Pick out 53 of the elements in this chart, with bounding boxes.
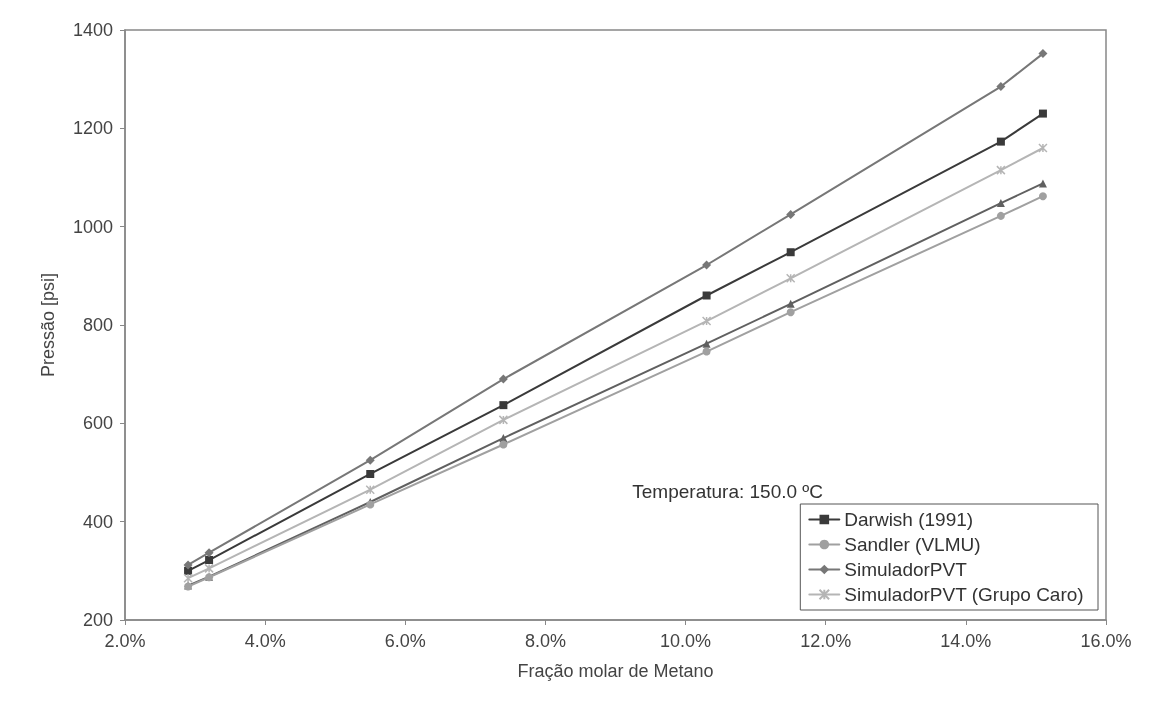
legend-label: SimuladorPVT (844, 559, 968, 580)
point (365, 455, 375, 465)
point (498, 415, 509, 425)
point (702, 339, 711, 348)
point (701, 316, 712, 326)
point (204, 563, 214, 574)
point (996, 137, 1005, 146)
point (205, 556, 214, 565)
point (996, 211, 1005, 220)
point (702, 347, 711, 356)
legend-label: SimuladorPVT (Grupo Caro) (844, 584, 1084, 605)
point (1038, 49, 1048, 59)
y-tick-label: 600 (82, 413, 113, 434)
point (996, 82, 1006, 92)
point (785, 273, 796, 284)
point (183, 573, 193, 583)
x-tick-label: 10.0% (660, 631, 712, 651)
point (365, 484, 375, 495)
point (786, 248, 795, 257)
point (1038, 143, 1048, 153)
point (996, 199, 1005, 208)
y-tick-label: 800 (82, 315, 113, 335)
y-axis-title: Pressão [psi] (38, 272, 58, 378)
point (1038, 109, 1047, 118)
point (996, 165, 1006, 175)
y-tick-label: 200 (82, 610, 113, 630)
point (366, 469, 375, 478)
legend-label: Sandler (VLMU) (844, 534, 981, 555)
y-tick-label: 1400 (72, 20, 113, 40)
point (204, 548, 214, 558)
x-tick-label: 12.0% (800, 631, 852, 651)
x-tick-label: 8.0% (524, 631, 566, 651)
legend-title: Temperatura: 150.0 ºC (632, 481, 824, 502)
point (1038, 192, 1047, 201)
point (499, 401, 508, 410)
x-tick-label: 6.0% (384, 631, 426, 651)
y-tick-label: 1000 (72, 216, 113, 237)
point (702, 260, 712, 270)
x-tick-label: 14.0% (940, 631, 992, 651)
point (786, 299, 795, 308)
point (499, 440, 508, 449)
point (498, 374, 508, 384)
x-tick-label: 16.0% (1080, 631, 1132, 651)
y-tick-label: 400 (82, 511, 113, 532)
legend-label: Darwish (1991) (844, 509, 974, 530)
point (702, 291, 711, 300)
point (786, 308, 795, 317)
x-tick-label: 4.0% (244, 631, 286, 651)
x-tick-label: 2.0% (104, 631, 146, 651)
y-tick-label: 1200 (72, 118, 113, 139)
point (786, 209, 796, 219)
point (183, 560, 193, 570)
x-axis-title: Fração molar de Metano (517, 661, 714, 681)
